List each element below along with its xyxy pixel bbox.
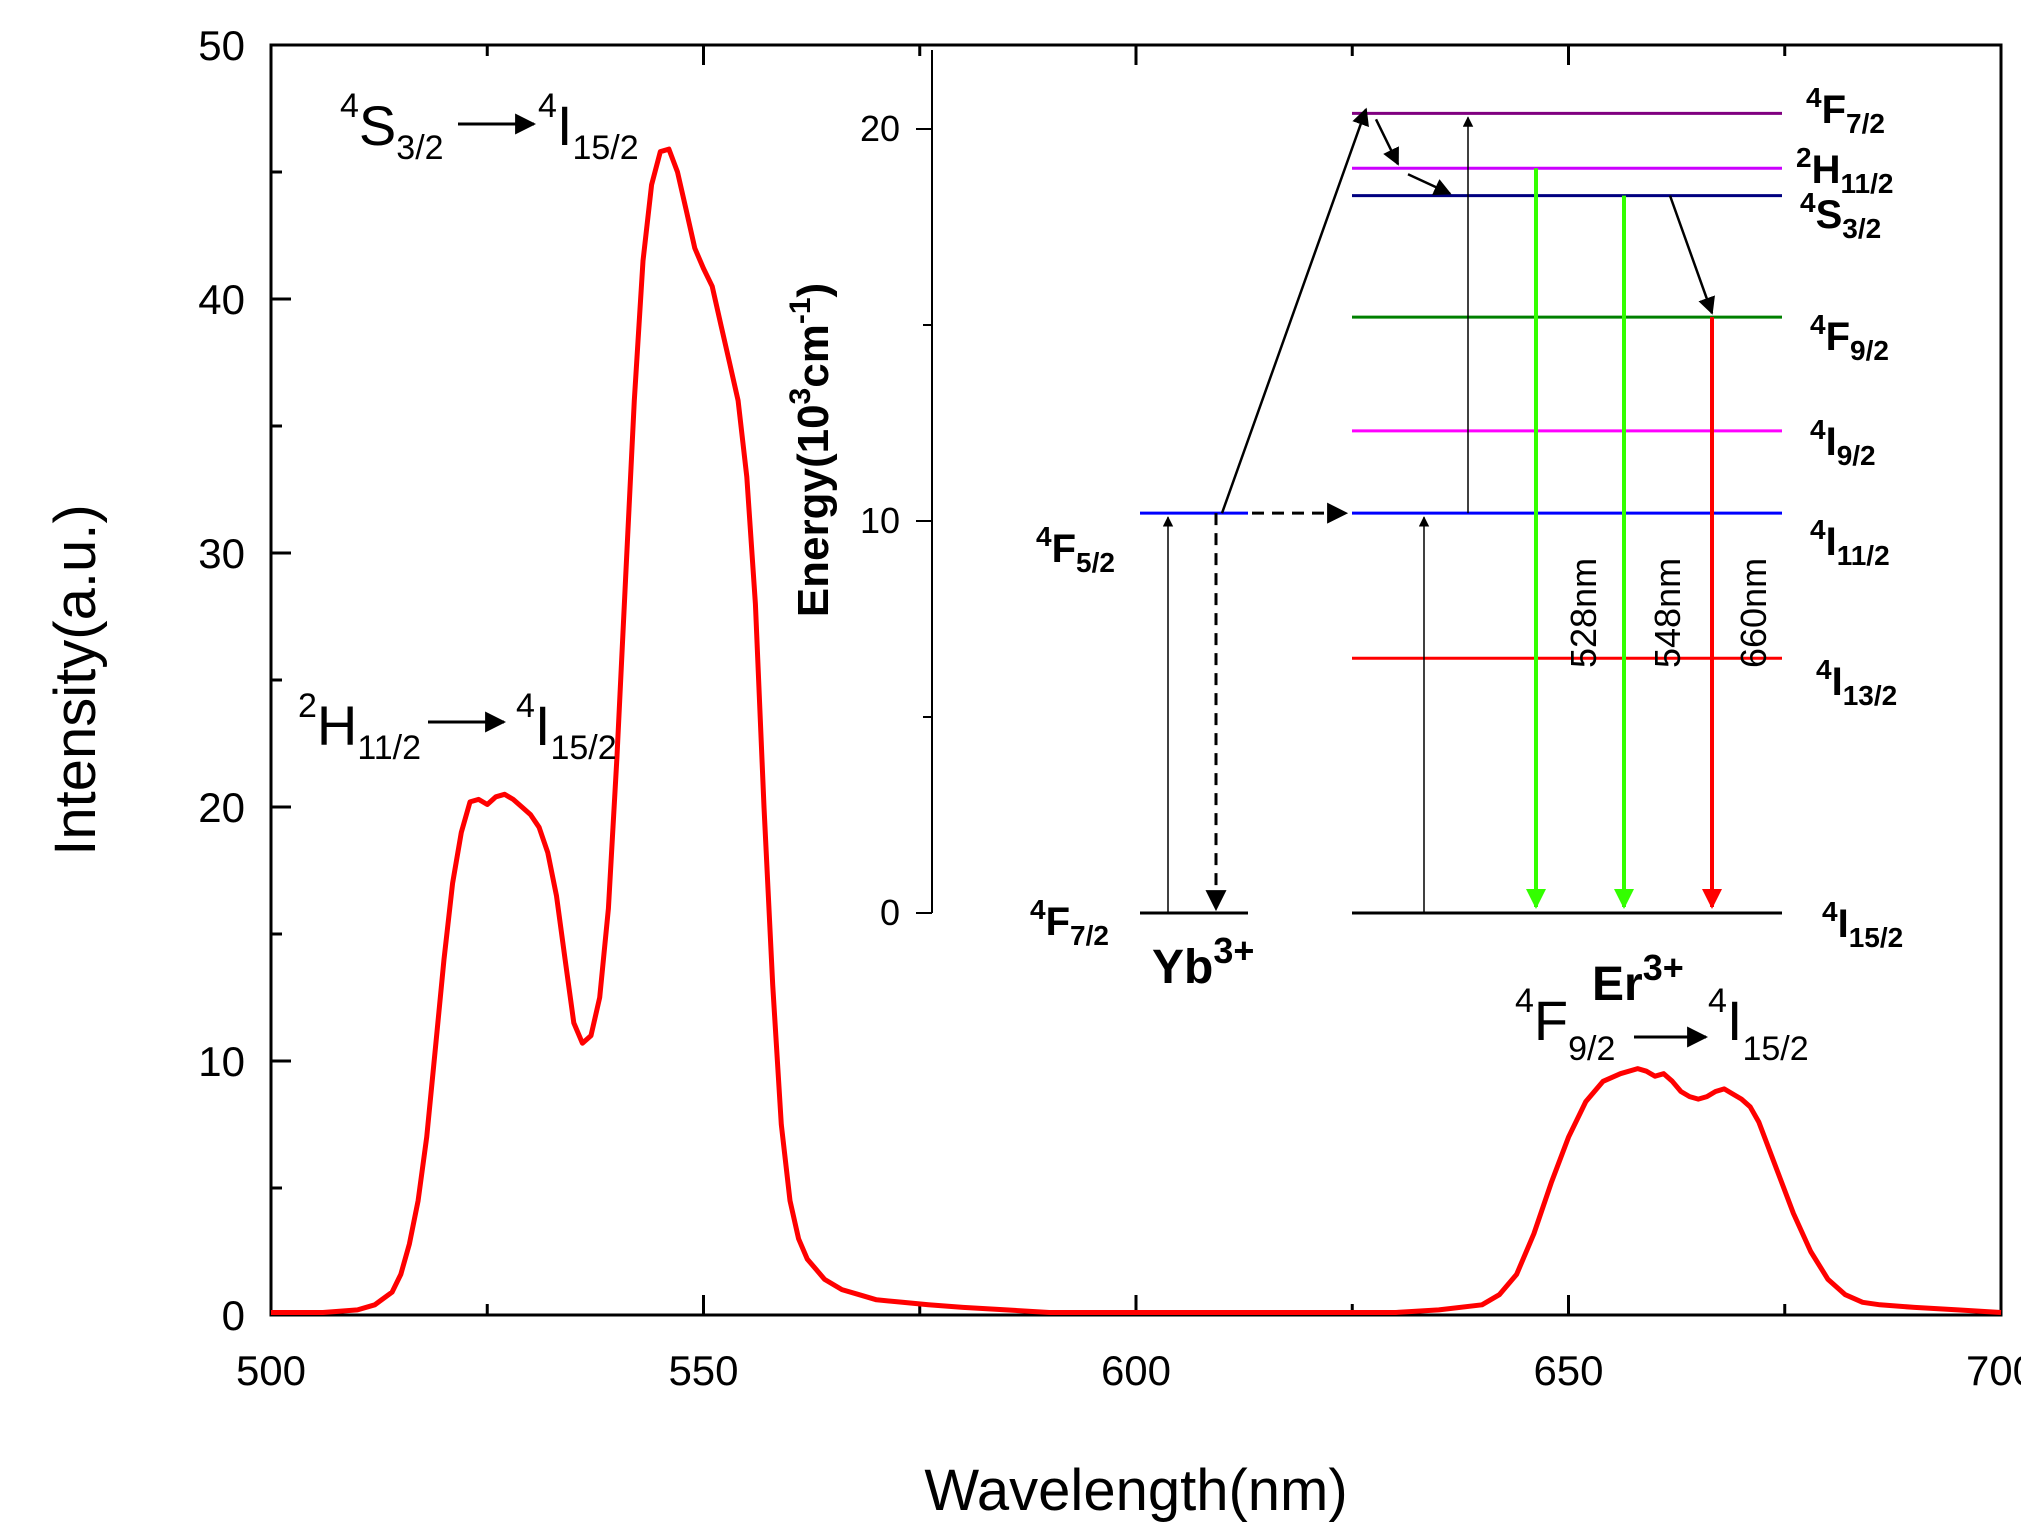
spectrum-line [271,146,2002,1315]
annotation-f92: 4F9/2 4I15/2 [1515,982,1809,1068]
y-tick-label: 30 [198,530,245,577]
annotation-h112: 2H11/2 4I15/2 [298,687,617,767]
er-level-label: 4F7/2 [1806,82,1885,139]
annotation-h112-end: 4I15/2 [516,687,617,767]
annotation-f92-start: 4F9/2 [1515,982,1615,1068]
x-tick-labels: 500 550 600 650 700 [236,1347,2021,1394]
inset-y-tick-label: 10 [860,500,900,541]
er-level-label: 2H11/2 [1796,142,1893,199]
x-tick-label: 550 [668,1347,738,1394]
relaxation-arrow [1374,118,1400,166]
transition-arrows [1162,107,1722,913]
emission-660-label: 660nm [1733,558,1774,668]
er-level-label: 4S3/2 [1800,187,1881,244]
er-level-label: 4I15/2 [1822,896,1903,953]
energy-level-diagram: 0 10 20 Energy(103cm-1) 4F7/2 4F5/2 Yb3+… [784,50,1903,1011]
energy-levels [1140,111,1782,915]
emission-528-label: 528nm [1563,558,1604,668]
er-level-label: 4I9/2 [1810,414,1876,471]
x-axis-title: Wavelength(nm) [924,1458,1347,1523]
inset-y-tick-label: 0 [880,892,900,933]
x-tick-label: 500 [236,1347,306,1394]
energy-transfer-arrow [1220,107,1369,514]
annotation-s32-start: 4S3/2 [340,87,444,167]
relaxation-arrow [1407,173,1452,195]
y-tick-labels: 0 10 20 30 40 50 [198,22,245,1339]
er-level-label: 4I11/2 [1810,514,1890,571]
y-tick-label: 50 [198,22,245,69]
y-tick-label: 20 [198,784,245,831]
x-tick-label: 650 [1533,1347,1603,1394]
y-tick-label: 0 [222,1292,245,1339]
annotation-s32-end: 4I15/2 [538,87,639,167]
er-level-label: 4F9/2 [1810,309,1889,366]
x-tick-label: 600 [1101,1347,1171,1394]
relaxation-arrow [1668,195,1715,315]
axis-ticks [269,43,2003,1317]
er-ion-label: Er3+ [1592,947,1684,1011]
annotation-s32: 4S3/2 4I15/2 [340,87,639,167]
inset-y-tick-label: 20 [860,108,900,149]
y-tick-label: 40 [198,276,245,323]
yb-ion-label: Yb3+ [1152,930,1254,994]
y-tick-label: 10 [198,1038,245,1085]
emission-548-label: 548nm [1647,558,1688,668]
plot-frame [269,43,2003,1317]
x-tick-label: 700 [1966,1347,2021,1394]
inset-y-ticks [916,128,932,914]
annotation-f92-end: 4I15/2 [1708,982,1809,1068]
er-level-label: 4I13/2 [1816,654,1897,711]
yb-level-label: 4F5/2 [1036,521,1115,578]
yb-level-label: 4F7/2 [1030,894,1109,951]
inset-y-axis-title: Energy(103cm-1) [784,283,838,617]
y-axis-title: Intensity(a.u.) [43,504,108,855]
annotation-h112-start: 2H11/2 [298,687,421,767]
